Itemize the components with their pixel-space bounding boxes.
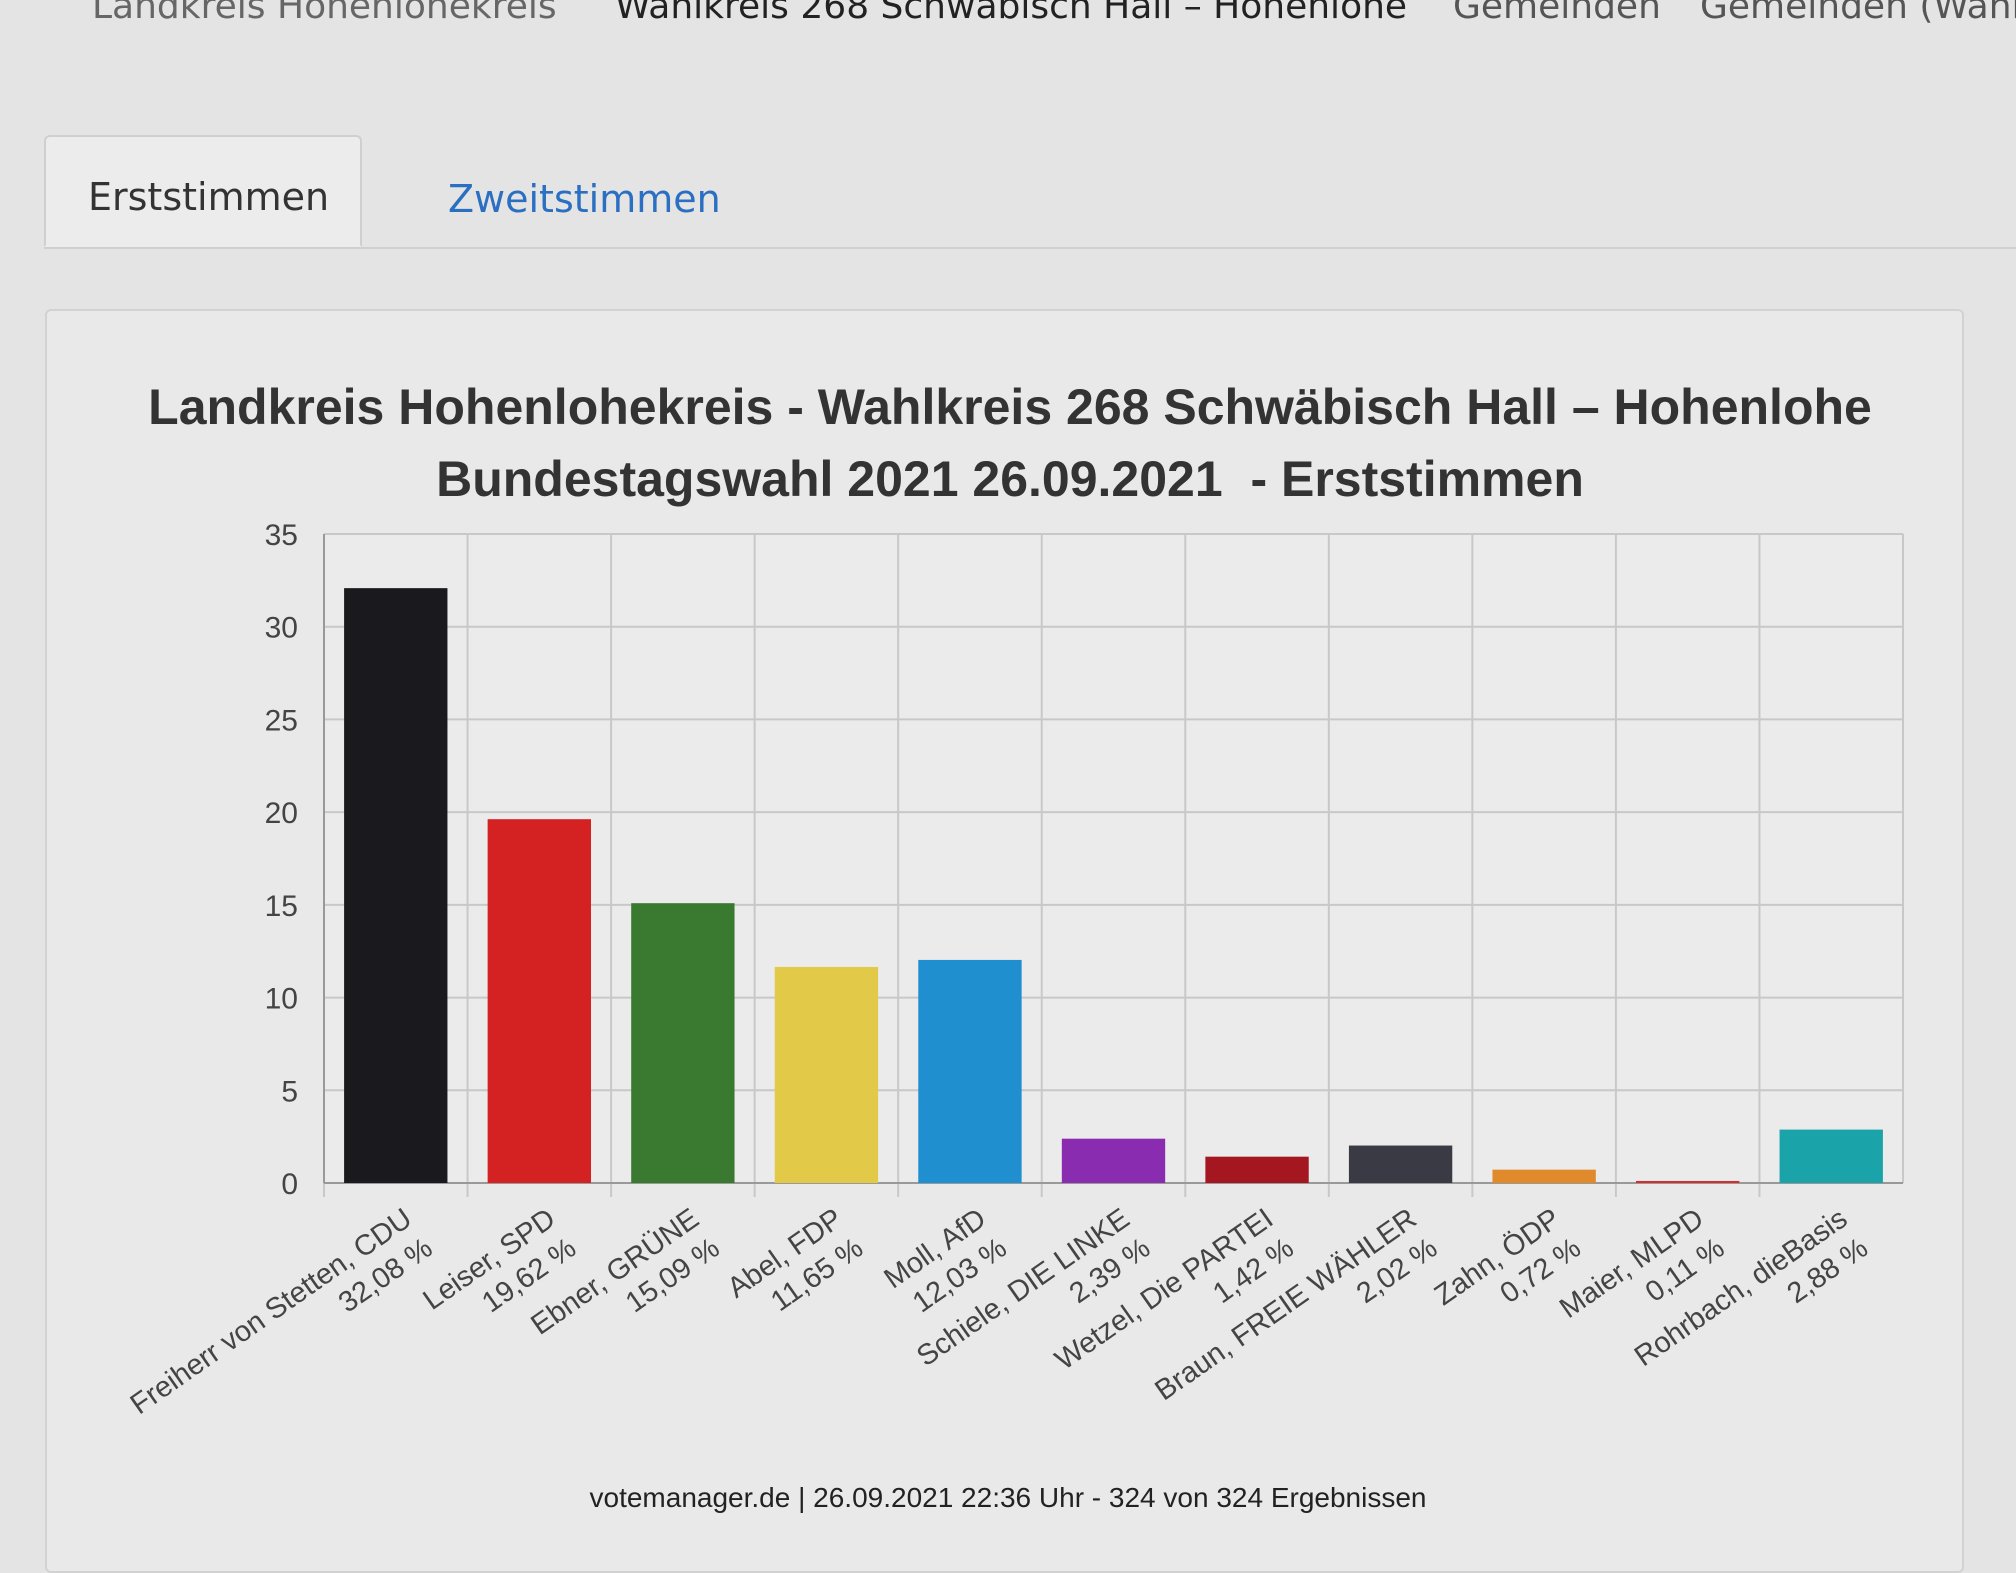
y-tick-label: 10 — [265, 983, 298, 1016]
y-tick-label: 30 — [265, 612, 298, 645]
footer-source: votemanager.de | 26.09.2021 22:36 Uhr - … — [589, 1482, 1427, 1513]
bar — [1205, 1156, 1309, 1183]
nav-landkreis[interactable]: Landkreis Hohenlohekreis — [92, 0, 557, 27]
bar — [1779, 1129, 1883, 1183]
bar — [487, 819, 591, 1183]
nav-wahlkreis[interactable]: Wahlkreis 268 Schwäbisch Hall – Hohenloh… — [615, 0, 1408, 27]
y-tick-label: 5 — [281, 1075, 298, 1108]
bar — [1492, 1169, 1596, 1183]
y-tick-label: 0 — [281, 1168, 298, 1201]
chart-subtitle: Bundestagswahl 2021 26.09.2021 - Erststi… — [436, 451, 1584, 507]
nav-gemeinden[interactable]: Gemeinden — [1453, 0, 1661, 27]
y-tick-label: 25 — [265, 704, 298, 737]
tab-zweitstimmen[interactable]: Zweitstimmen — [448, 177, 721, 221]
chart-title: Landkreis Hohenlohekreis - Wahlkreis 268… — [148, 379, 1872, 435]
y-tick-label: 35 — [265, 519, 298, 552]
x-tick-label: Braun, FREIE WÄHLER — [1149, 1203, 1422, 1408]
bar-chart: Landkreis Hohenlohekreis - Wahlkreis 268… — [125, 379, 1904, 1421]
x-tick-label: Freiherr von Stetten, CDU — [125, 1203, 418, 1421]
bar — [1061, 1138, 1166, 1183]
bar — [918, 959, 1022, 1183]
top-navigation: Landkreis Hohenlohekreis Wahlkreis 268 S… — [0, 0, 2016, 56]
bar — [631, 903, 735, 1183]
bar — [1636, 1180, 1740, 1183]
tab-bar: Erststimmen Zweitstimmen — [44, 135, 2016, 249]
bar — [344, 588, 448, 1183]
nav-gemeinden-wahl[interactable]: Gemeinden (Wahl — [1700, 0, 2016, 27]
bar — [1348, 1145, 1453, 1183]
bar — [774, 966, 879, 1183]
y-tick-label: 20 — [265, 797, 298, 830]
y-tick-label: 15 — [265, 890, 298, 923]
tab-erststimmen[interactable]: Erststimmen — [44, 135, 362, 247]
